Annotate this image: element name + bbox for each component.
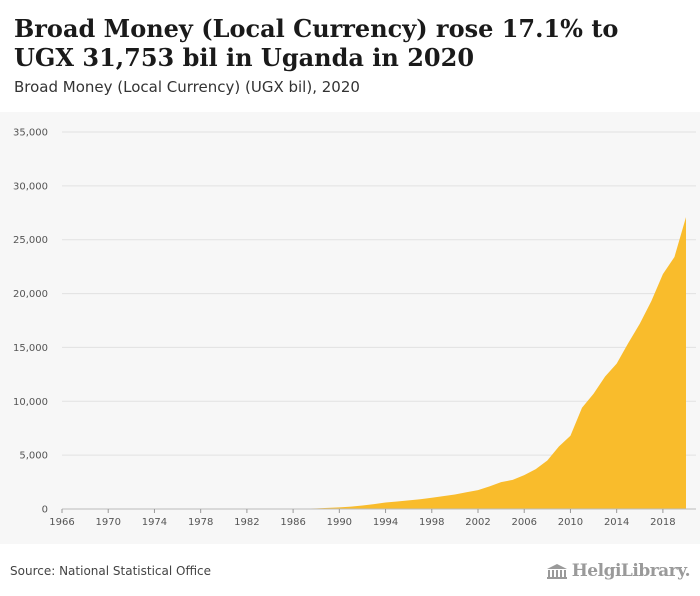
x-tick-label: 1974 [142, 517, 167, 528]
source-note: Source: National Statistical Office [10, 564, 212, 578]
area-chart: 0 5,000 10,000 15,000 20,000 25,000 30,000 35,0… [13, 128, 696, 528]
x-tick-label: 2002 [465, 517, 490, 528]
x-tick-label: 1978 [188, 517, 213, 528]
logo-text: HelgiLibrary. [571, 561, 691, 581]
y-tick-label: 25,000 [13, 235, 48, 246]
y-tick-label: 5,000 [19, 451, 48, 462]
y-tick-label: 35,000 [13, 128, 48, 139]
y-tick-label: 0 [42, 505, 48, 516]
x-tick-label: 2014 [604, 517, 629, 528]
library-building-icon [546, 564, 567, 579]
x-tick-label: 1990 [327, 517, 352, 528]
x-tick-label: 2010 [558, 517, 583, 528]
helgi-library-logo: HelgiLibrary. [546, 561, 691, 581]
y-tick-label: 15,000 [13, 343, 48, 354]
y-tick-label: 10,000 [13, 397, 48, 408]
y-tick-label: 20,000 [13, 289, 48, 300]
x-tick-label: 2006 [511, 517, 536, 528]
y-tick-label: 30,000 [13, 181, 48, 192]
x-tick-label: 1966 [49, 517, 74, 528]
chart-title: Broad Money (Local Currency) rose 17.1% … [14, 14, 619, 72]
x-tick-label: 1986 [280, 517, 305, 528]
x-tick-label: 1982 [234, 517, 259, 528]
chart-subtitle: Broad Money (Local Currency) (UGX bil), … [14, 78, 360, 96]
x-tick-label: 1994 [373, 517, 398, 528]
x-tick-label: 1998 [419, 517, 444, 528]
chart-header: Broad Money (Local Currency) rose 17.1% … [14, 14, 686, 96]
area-series [62, 217, 686, 509]
x-tick-label: 2018 [650, 517, 675, 528]
x-tick-label: 1970 [95, 517, 120, 528]
